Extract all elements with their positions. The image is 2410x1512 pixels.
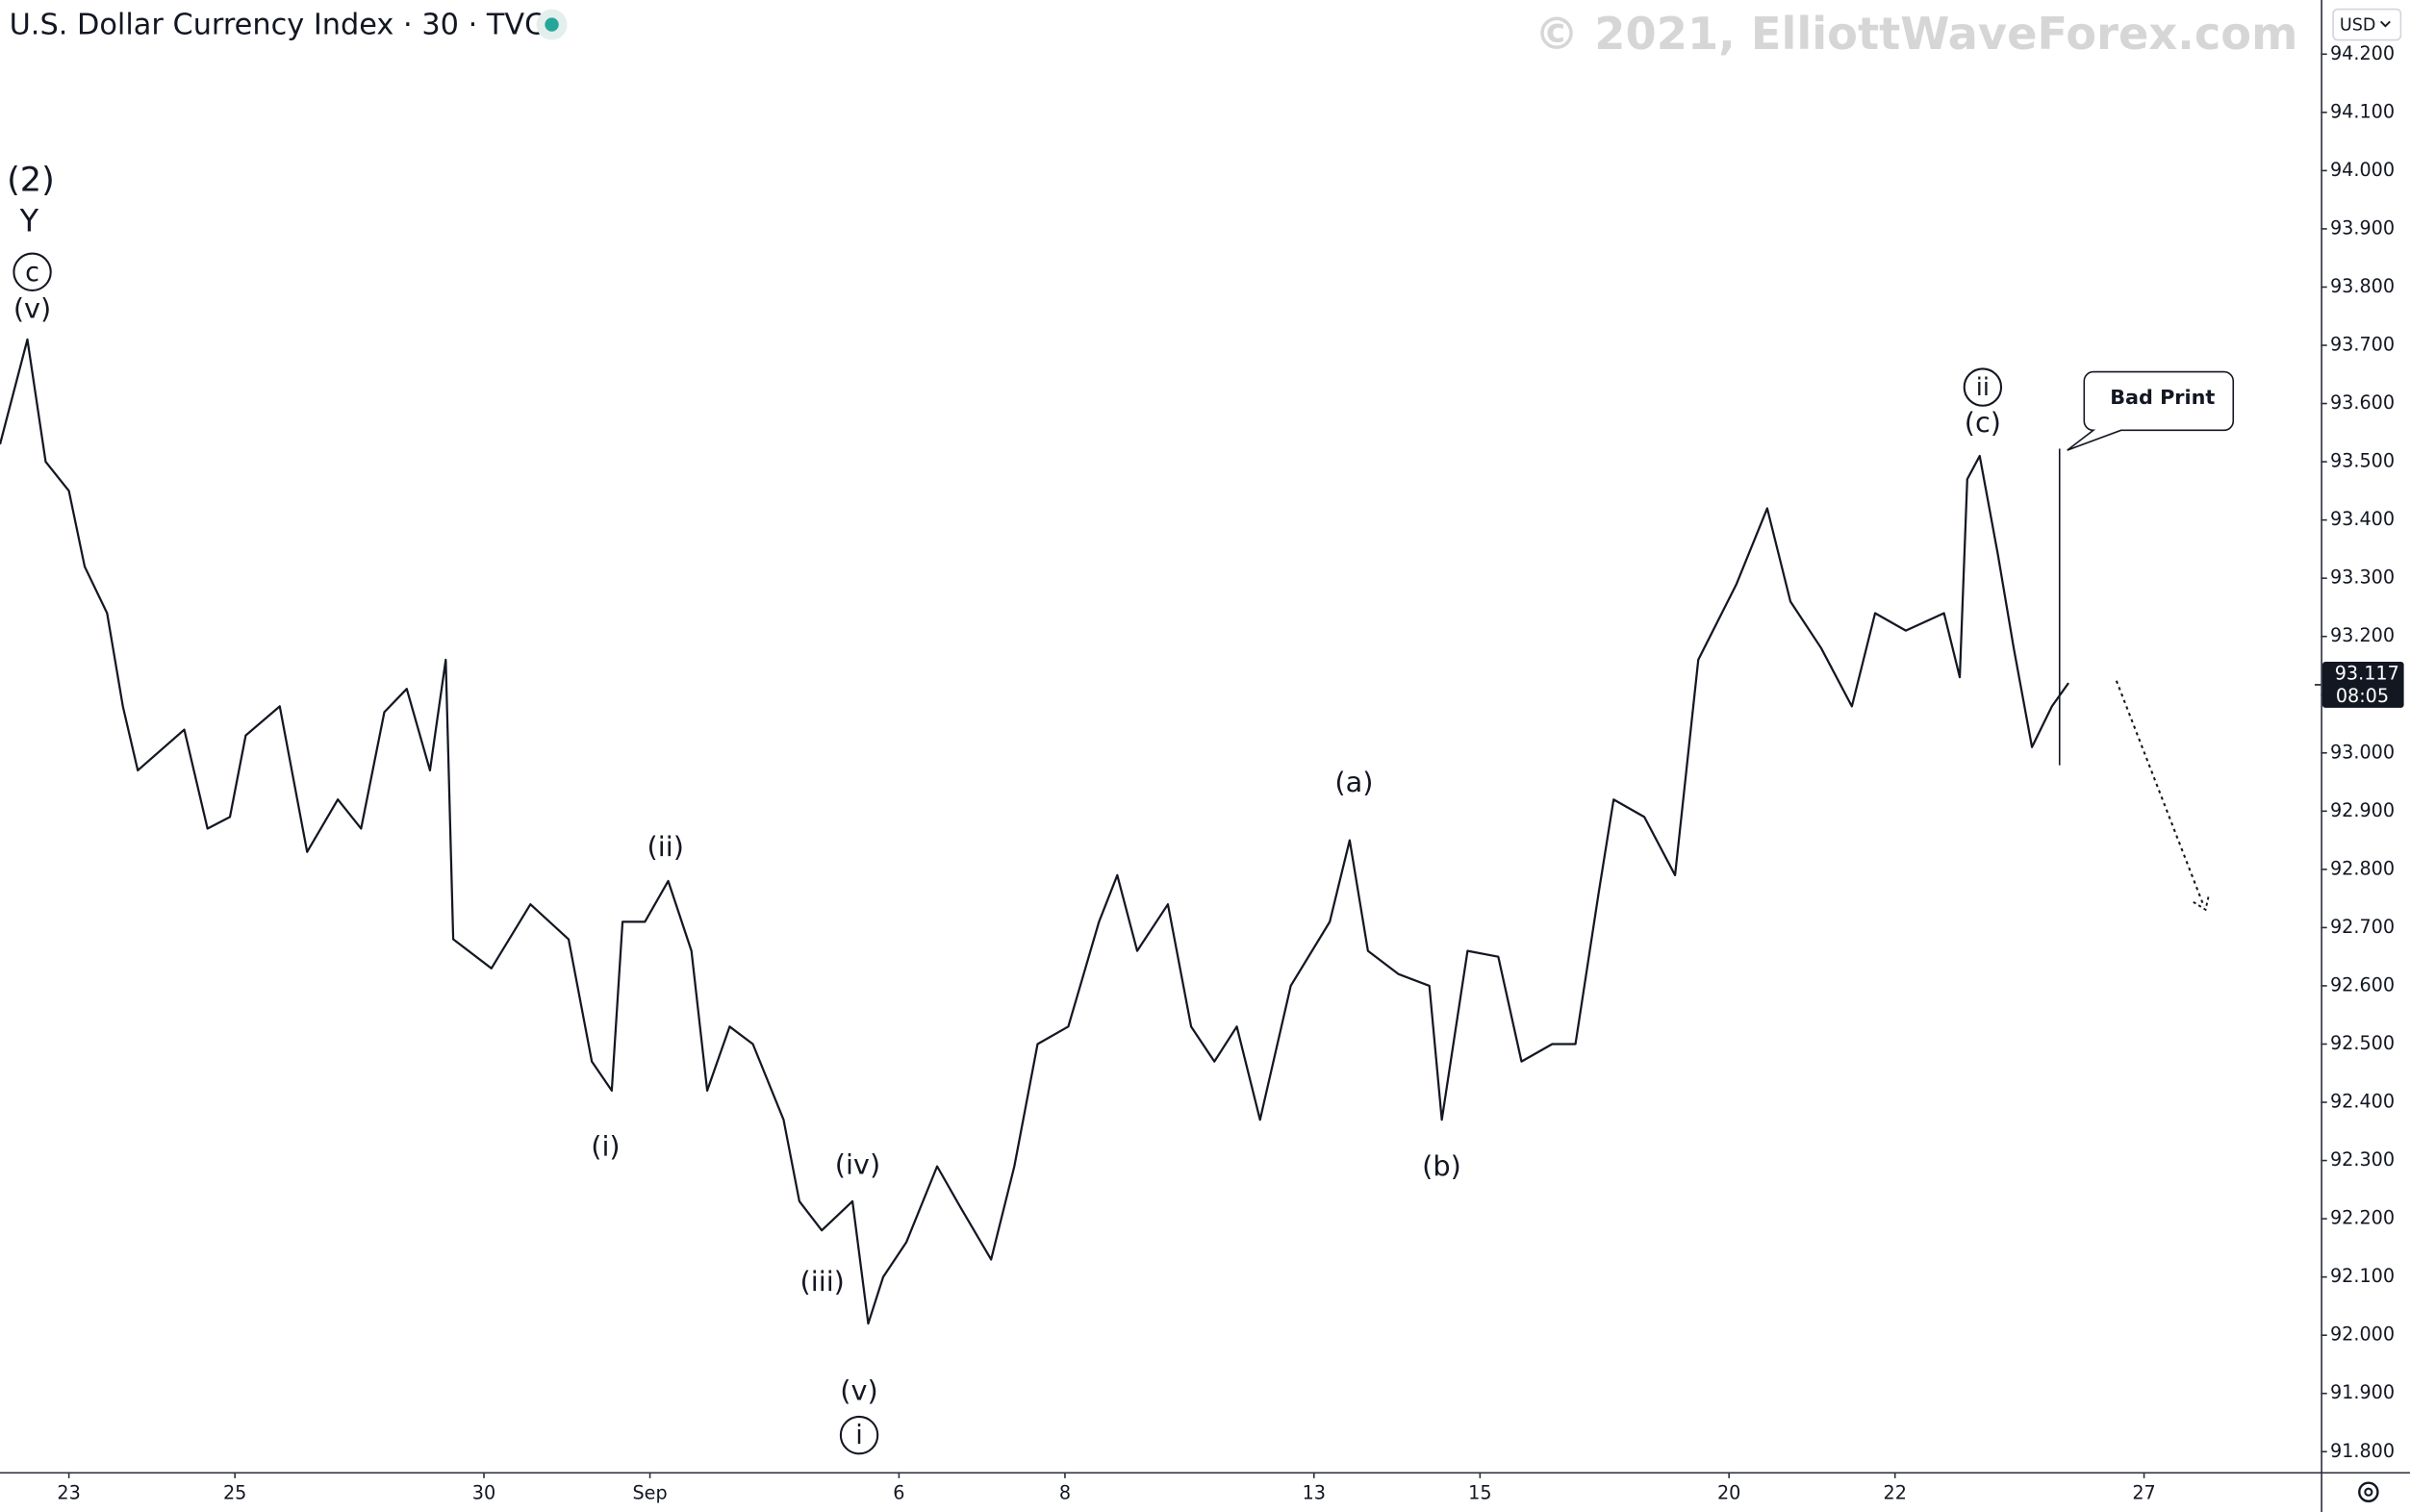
y-tick-label: 93.800 — [2330, 275, 2395, 297]
x-tick-label: 25 — [223, 1481, 246, 1503]
x-tick-label: 13 — [1303, 1481, 1326, 1503]
y-tick-label: 93.000 — [2330, 741, 2395, 763]
y-tick-label: 93.300 — [2330, 567, 2395, 589]
y-tick-label: 92.800 — [2330, 857, 2395, 879]
x-tick-label: 30 — [472, 1481, 495, 1503]
wave-circle — [839, 1415, 879, 1455]
y-tick-label: 92.100 — [2330, 1265, 2395, 1287]
x-tick-label: 27 — [2132, 1481, 2155, 1503]
last-price-label: 93.117 — [2335, 662, 2399, 684]
y-tick-label: 92.200 — [2330, 1207, 2395, 1229]
wave-label: i — [855, 1421, 863, 1450]
callout-box — [2067, 370, 2235, 451]
y-tick-label: 92.000 — [2330, 1323, 2395, 1346]
currency-label: USD — [2340, 15, 2376, 35]
y-tick-label: 92.900 — [2330, 799, 2395, 821]
gear-hub — [2364, 1487, 2373, 1497]
y-tick-label: 94.000 — [2330, 159, 2395, 181]
currency-caret — [2379, 20, 2391, 28]
projection-arrowhead — [2193, 895, 2210, 912]
y-tick-label: 92.400 — [2330, 1091, 2395, 1113]
y-tick-label: 93.500 — [2330, 450, 2395, 472]
y-tick-label: 94.200 — [2330, 42, 2395, 64]
wave-label: (2) — [7, 161, 55, 200]
y-tick-label: 93.200 — [2330, 624, 2395, 646]
x-tick-label: 20 — [1717, 1481, 1740, 1503]
x-tick-label: 23 — [57, 1481, 80, 1503]
y-tick-label: 92.500 — [2330, 1032, 2395, 1054]
x-tick-label: 15 — [1468, 1481, 1491, 1503]
wave-label: c — [25, 258, 39, 288]
wave-label: ii — [1976, 373, 1990, 402]
y-tick-label: 93.900 — [2330, 216, 2395, 239]
wave-label: (iv) — [835, 1148, 880, 1181]
watermark: © 2021, ElliottWaveForex.com — [1535, 8, 2298, 60]
y-tick-label: 91.800 — [2330, 1440, 2395, 1462]
price-line — [0, 338, 2069, 1325]
projection-arrow — [2115, 680, 2205, 907]
y-tick-label: 92.300 — [2330, 1148, 2395, 1171]
wave-label: Y — [19, 203, 39, 239]
wave-label: (c) — [1965, 406, 2001, 439]
status-dot — [545, 17, 559, 32]
x-tick-label: 8 — [1059, 1481, 1071, 1503]
wave-circle — [1963, 367, 2003, 407]
gear-ring — [2358, 1481, 2379, 1503]
wave-label: (iii) — [800, 1265, 845, 1298]
x-tick-label: 6 — [893, 1481, 904, 1503]
y-tick-label: 91.900 — [2330, 1381, 2395, 1403]
y-tick-label: 94.100 — [2330, 100, 2395, 122]
callout-text: Bad Print — [2110, 386, 2215, 409]
wave-label: (v) — [13, 292, 51, 325]
wave-label: (ii) — [647, 830, 684, 863]
y-tick-label: 92.700 — [2330, 916, 2395, 938]
y-tick-label: 93.400 — [2330, 508, 2395, 530]
wave-label: (b) — [1422, 1149, 1461, 1182]
wave-label: (v) — [840, 1373, 877, 1406]
chart-title: U.S. Dollar Currency Index · 30 · TVC — [10, 9, 545, 42]
countdown-label: 08:05 — [2336, 685, 2389, 707]
y-tick-label: 93.700 — [2330, 334, 2395, 356]
x-tick-label: 22 — [1884, 1481, 1907, 1503]
settings-icon[interactable] — [2358, 1481, 2379, 1503]
x-tick-label: Sep — [633, 1481, 668, 1503]
y-tick-label: 93.600 — [2330, 391, 2395, 414]
last-price-box — [2321, 661, 2404, 708]
wave-circle — [13, 252, 52, 291]
wave-label: (i) — [591, 1129, 620, 1162]
wave-label: (a) — [1334, 766, 1373, 798]
currency-button[interactable] — [2332, 8, 2402, 41]
y-tick-label: 92.600 — [2330, 973, 2395, 995]
